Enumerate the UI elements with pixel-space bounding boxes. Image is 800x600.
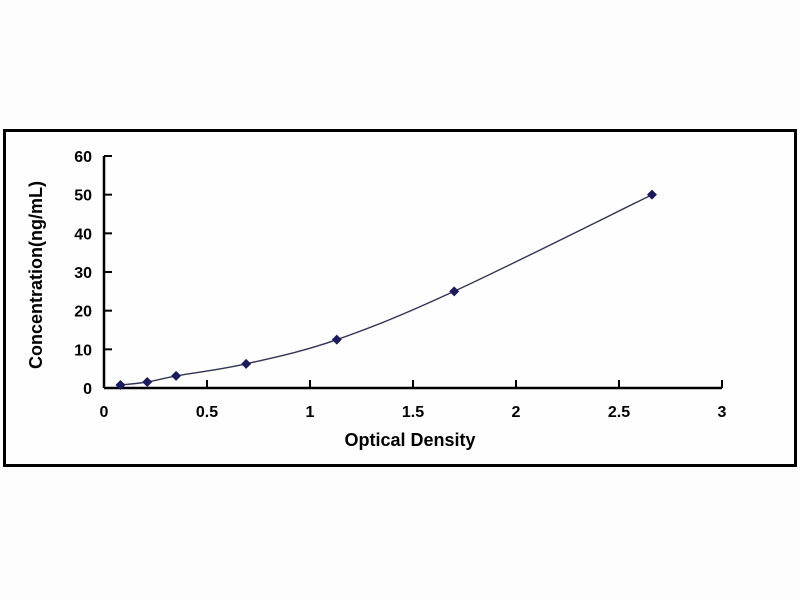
data-points [115, 189, 657, 390]
y-tick-label: 10 [74, 342, 92, 359]
data-point-marker [171, 370, 182, 381]
y-tick-label: 40 [74, 226, 92, 243]
curve-line [120, 194, 653, 386]
x-tick-label: 3 [718, 404, 727, 421]
x-tick-label: 1.5 [402, 404, 424, 421]
y-axis-title: Concentration(ng/mL) [26, 181, 46, 369]
data-point-marker [449, 286, 460, 297]
data-point-marker [331, 334, 342, 345]
standard-curve-plot: 0 10 20 30 40 50 60 0 0.5 1 1.5 2 2.5 3 Optical Densi… [26, 149, 727, 450]
y-tick-label: 30 [74, 265, 92, 282]
x-tick-label: 0.5 [196, 404, 218, 421]
data-point-marker [646, 189, 657, 200]
x-axis-title: Optical Density [344, 430, 475, 450]
y-tick-label: 0 [83, 381, 92, 398]
x-tick-label: 2.5 [608, 404, 630, 421]
chart-frame: 0 10 20 30 40 50 60 0 0.5 1 1.5 2 2.5 3 Optical Densi… [3, 129, 797, 467]
x-tick-label: 0 [100, 404, 109, 421]
x-tick-label: 2 [512, 404, 521, 421]
data-point-marker [241, 358, 252, 369]
data-point-marker [115, 379, 126, 390]
y-tick-label: 50 [74, 188, 92, 205]
y-tick-label: 20 [74, 304, 92, 321]
data-point-marker [142, 376, 153, 387]
axes-layer [102, 156, 722, 390]
ticks-layer: 0 10 20 30 40 50 60 0 0.5 1 1.5 2 2.5 3 [74, 149, 726, 421]
y-tick-label: 60 [74, 149, 92, 166]
x-tick-label: 1 [306, 404, 315, 421]
